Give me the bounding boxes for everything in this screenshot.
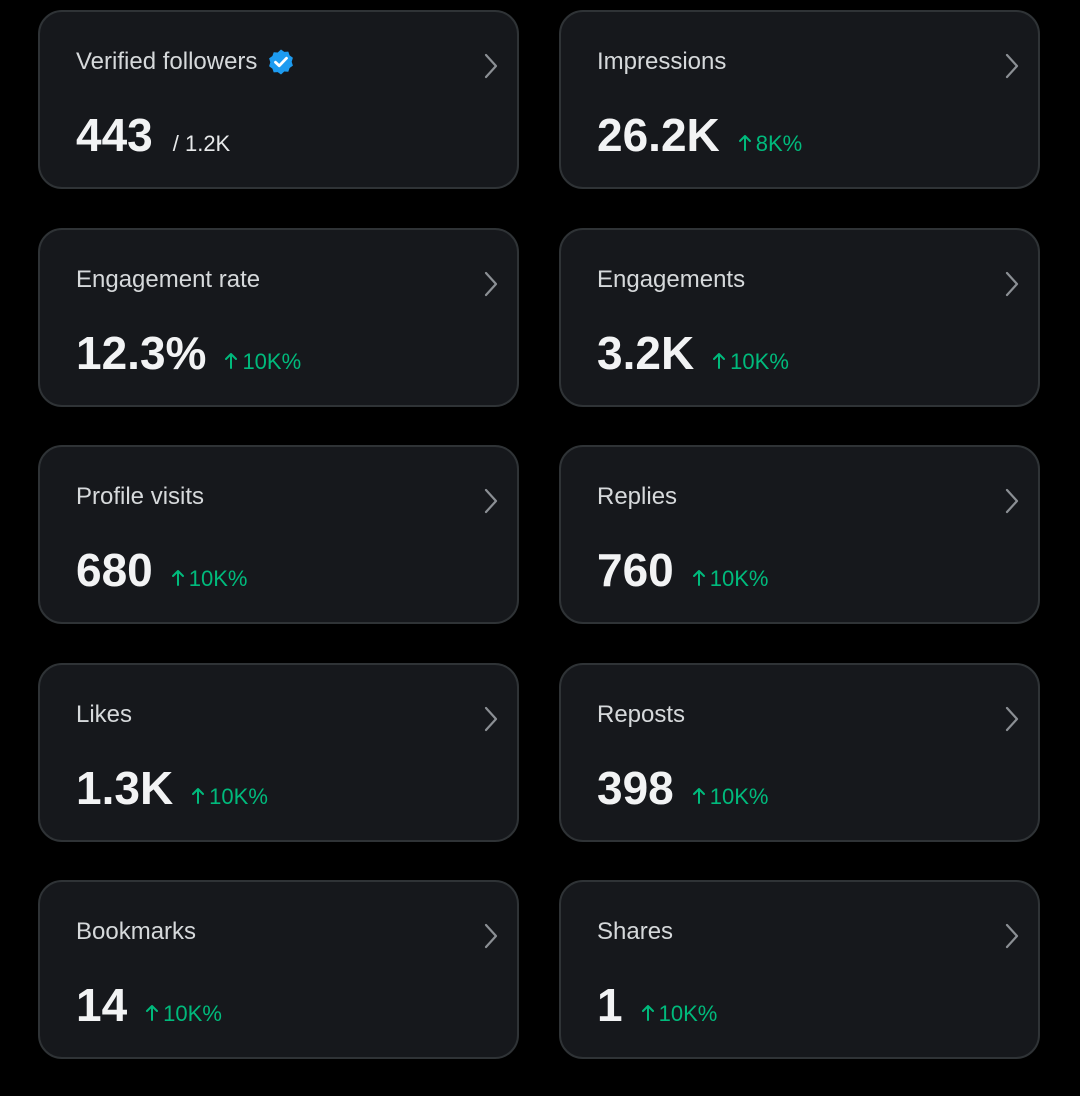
change-text: 10K% xyxy=(730,348,789,374)
change-text: 10K% xyxy=(188,566,248,591)
change-text: 10K% xyxy=(658,1001,718,1026)
label-text: Engagements xyxy=(597,265,746,293)
metric-card[interactable]: Verified followers 443 / 1.2K xyxy=(38,10,519,189)
metric-label: Bookmarks xyxy=(76,918,196,946)
metric-card[interactable]: Profile visits 680 10K% xyxy=(38,445,519,624)
up-arrow xyxy=(692,787,705,804)
metric-change: 10K% xyxy=(692,783,769,810)
metric-value: 443 xyxy=(76,109,153,161)
metric-card[interactable]: Impressions 26.2K 8K% xyxy=(559,10,1040,189)
metric-label: Engagement rate xyxy=(76,266,260,294)
metric-card[interactable]: Engagement rate 12.3% 10K% xyxy=(38,227,519,407)
metric-card[interactable]: Engagements 3.2K 10K% xyxy=(559,227,1040,407)
metric-card[interactable]: Bookmarks 14 10K% xyxy=(38,880,519,1059)
metric-value: 398 xyxy=(597,761,674,814)
metric-change: 10K% xyxy=(712,349,789,375)
label-text: Replies xyxy=(597,483,678,510)
up-arrow xyxy=(146,1005,159,1021)
verified-badge xyxy=(269,49,294,75)
chevron-right xyxy=(1005,271,1019,296)
metric-label: Replies xyxy=(597,483,677,511)
up-arrow xyxy=(171,570,184,586)
chevron-right xyxy=(484,923,498,949)
metric-change: 10K% xyxy=(641,1001,718,1027)
label-text: Profile visits xyxy=(76,483,205,510)
metric-value: 3.2K xyxy=(597,326,695,379)
metric-row: 3.2K 10K% xyxy=(597,326,789,380)
label-text: Engagement rate xyxy=(76,265,261,293)
label-text: Shares xyxy=(597,918,674,945)
chevron-right xyxy=(1005,923,1019,949)
metric-label: Engagements xyxy=(597,266,745,294)
change-text: 10K% xyxy=(209,783,268,809)
metric-change: 10K% xyxy=(145,1001,222,1027)
metric-change: 10K% xyxy=(692,566,769,592)
change-text: 10K% xyxy=(709,566,769,591)
metric-total: / 1.2K xyxy=(172,131,231,156)
metric-card[interactable]: Likes 1.3K 10K% xyxy=(38,662,519,842)
label-text: Verified followers xyxy=(76,48,258,75)
metric-label: Impressions xyxy=(597,48,726,76)
change-text: 10K% xyxy=(163,1001,222,1026)
label-text: Likes xyxy=(76,700,133,728)
chevron-right xyxy=(484,53,498,79)
metric-card[interactable]: Reposts 398 10K% xyxy=(559,662,1040,842)
metric-label: Profile visits xyxy=(76,483,204,511)
metric-change: 10K% xyxy=(224,349,301,375)
metric-value: 760 xyxy=(597,544,674,596)
metric-row: 680 10K% xyxy=(76,543,247,597)
metric-value: 26.2K xyxy=(597,109,720,161)
up-arrow xyxy=(692,570,705,586)
label-text: Reposts xyxy=(597,700,686,728)
metric-change: 10K% xyxy=(191,784,268,810)
metric-row: 760 10K% xyxy=(597,543,768,597)
metric-value: 14 xyxy=(76,979,128,1031)
up-arrow xyxy=(713,352,726,369)
up-arrow xyxy=(738,135,751,151)
change-text: 8K% xyxy=(755,131,803,156)
label-text: Bookmarks xyxy=(76,918,197,945)
metric-value: 680 xyxy=(76,544,153,596)
change-text: 10K% xyxy=(242,348,302,374)
change-text: 10K% xyxy=(709,783,769,809)
metric-label: Shares xyxy=(597,918,673,946)
metric-row: 26.2K 8K% xyxy=(597,108,802,162)
metric-change: 10K% xyxy=(171,566,248,592)
metric-label: Reposts xyxy=(597,701,685,729)
metric-row: 398 10K% xyxy=(597,761,768,815)
chevron-right xyxy=(1005,706,1019,731)
metric-value: 1.3K xyxy=(76,761,174,814)
label-text: Impressions xyxy=(597,48,727,75)
up-arrow xyxy=(192,787,205,804)
chevron-right xyxy=(484,706,498,731)
metric-row: 443 / 1.2K xyxy=(76,108,230,162)
up-arrow xyxy=(641,1005,654,1021)
metric-row: 14 10K% xyxy=(76,978,222,1032)
metric-label: Verified followers xyxy=(76,48,295,76)
chevron-right xyxy=(484,271,498,296)
metric-row: 1.3K 10K% xyxy=(76,761,268,815)
metric-row: 1 10K% xyxy=(597,978,717,1032)
up-arrow xyxy=(225,352,238,369)
metric-change: 8K% xyxy=(738,131,802,157)
metric-value: 12.3% xyxy=(76,326,207,379)
metric-value: 1 xyxy=(597,979,623,1031)
chevron-right xyxy=(1005,53,1019,79)
metric-row: 12.3% 10K% xyxy=(76,326,301,380)
metric-card[interactable]: Shares 1 10K% xyxy=(559,880,1040,1059)
metric-card[interactable]: Replies 760 10K% xyxy=(559,445,1040,624)
chevron-right xyxy=(484,488,498,514)
chevron-right xyxy=(1005,488,1019,514)
metric-label: Likes xyxy=(76,701,132,729)
